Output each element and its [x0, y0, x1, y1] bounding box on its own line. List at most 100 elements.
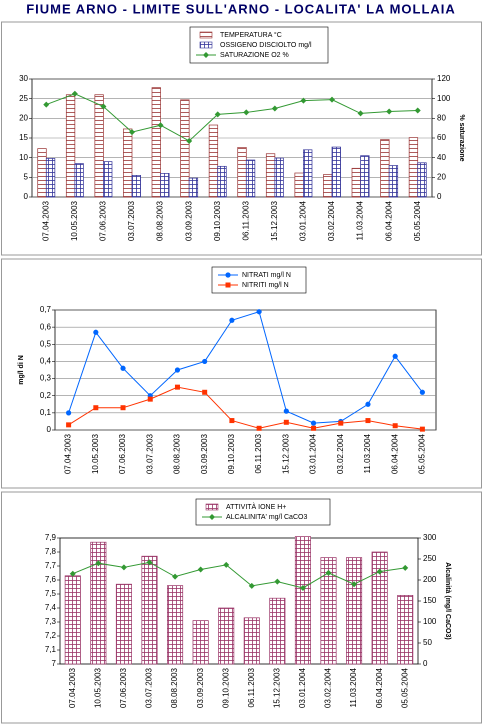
bar — [237, 147, 247, 198]
bar — [103, 161, 113, 198]
x-tick-label: 06.04.2004 — [375, 667, 384, 708]
bar — [141, 555, 158, 665]
y-tick-label: 7,5 — [45, 589, 57, 598]
bar — [65, 94, 76, 198]
x-tick-label: 15.12.2003 — [272, 667, 281, 708]
bar — [160, 173, 170, 198]
bar — [274, 157, 284, 198]
marker — [229, 317, 235, 323]
marker — [66, 422, 72, 428]
marker — [419, 389, 425, 395]
legend-swatch — [199, 41, 213, 49]
y-tick-label: 5 — [24, 172, 29, 181]
marker — [197, 566, 204, 573]
x-tick-label: 10.05.2003 — [91, 433, 100, 474]
y2-tick-label: 60 — [437, 133, 446, 142]
x-tick-label: 05.05.2004 — [418, 433, 427, 474]
y-tick-label: 20 — [19, 113, 28, 122]
x-tick-label: 03.02.2004 — [327, 200, 336, 241]
bar — [192, 620, 209, 665]
y2-tick-label: 200 — [423, 575, 437, 584]
marker — [157, 122, 164, 129]
y-tick-label: 25 — [19, 94, 28, 103]
x-tick-label: 10.05.2003 — [93, 667, 102, 708]
marker — [202, 358, 208, 365]
x-tick-label: 10.05.2003 — [70, 200, 79, 241]
x-tick-label: 06.11.2003 — [241, 200, 250, 240]
marker — [100, 103, 107, 110]
bar — [94, 94, 104, 198]
marker — [414, 107, 421, 114]
marker — [386, 108, 393, 115]
bar — [346, 557, 363, 665]
legend-marker — [209, 514, 215, 520]
y2-tick-label: 0 — [437, 192, 442, 201]
x-tick-label: 07.06.2003 — [99, 200, 108, 241]
y2-tick-label: 40 — [437, 153, 446, 162]
bar — [131, 175, 141, 198]
y2-axis-label: % saturazione — [458, 114, 465, 161]
marker — [283, 408, 289, 414]
y-tick-label: 0 — [24, 192, 29, 201]
marker — [95, 560, 102, 567]
marker — [329, 96, 335, 103]
y-tick-label: 0,4 — [40, 357, 52, 366]
marker — [214, 111, 221, 118]
marker — [186, 137, 193, 144]
bar — [320, 557, 337, 665]
x-tick-label: 03.01.2004 — [309, 433, 318, 474]
marker — [202, 389, 208, 395]
x-tick-label: 03.09.2003 — [184, 200, 193, 241]
legend-marker — [225, 282, 231, 288]
y2-tick-label: 250 — [423, 554, 437, 563]
marker — [120, 405, 126, 411]
x-tick-label: 06.04.2004 — [390, 433, 399, 474]
y2-tick-label: 0 — [423, 659, 428, 668]
marker — [402, 564, 409, 571]
marker — [172, 573, 179, 580]
x-tick-label: 03.07.2003 — [127, 200, 136, 241]
marker — [229, 418, 235, 424]
x-tick-label: 08.08.2003 — [173, 433, 182, 474]
y2-tick-label: 300 — [423, 533, 437, 542]
bar — [245, 159, 256, 198]
y-tick-label: 7,9 — [45, 533, 57, 542]
y-tick-label: 0 — [47, 425, 52, 434]
line — [68, 386, 423, 430]
marker — [248, 582, 255, 589]
x-tick-label: 03.01.2004 — [298, 667, 307, 708]
bar — [294, 536, 311, 665]
bar — [188, 177, 199, 198]
bar — [167, 585, 184, 665]
bar — [380, 139, 390, 198]
line — [72, 561, 406, 589]
marker — [325, 569, 332, 576]
y2-tick-label: 20 — [437, 172, 446, 181]
marker — [174, 367, 181, 373]
y-tick-label: 0,3 — [40, 374, 52, 383]
y2-tick-label: 50 — [423, 638, 432, 647]
y-axis-label: mg/l di N — [18, 355, 25, 385]
x-tick-label: 03.09.2003 — [200, 433, 209, 474]
bar — [417, 162, 427, 198]
x-tick-label: 09.10.2003 — [221, 667, 230, 708]
legend-label: NITRATI mg/l N — [242, 272, 291, 279]
x-tick-label: 07.04.2003 — [64, 433, 73, 474]
marker — [256, 309, 262, 315]
y-tick-label: 7,1 — [45, 645, 57, 654]
marker — [419, 426, 425, 432]
y2-axis-label: Alcalinità (mg/l CaCO3) — [444, 562, 451, 639]
y-tick-label: 7,4 — [45, 603, 57, 612]
legend-swatch — [205, 503, 219, 511]
legend-label: OSSIGENO DISCIOLTO mg/l — [220, 42, 312, 49]
y-tick-label: 0,2 — [40, 391, 52, 400]
legend-label: ATTIVITÀ IONE H+ — [226, 502, 286, 511]
marker — [147, 396, 153, 402]
marker — [392, 353, 398, 359]
legend-label: TEMPERATURA °C — [220, 31, 282, 39]
legend — [189, 26, 329, 64]
marker — [274, 578, 281, 585]
x-tick-label: 15.12.2003 — [281, 433, 290, 474]
x-tick-label: 03.02.2004 — [324, 667, 333, 708]
